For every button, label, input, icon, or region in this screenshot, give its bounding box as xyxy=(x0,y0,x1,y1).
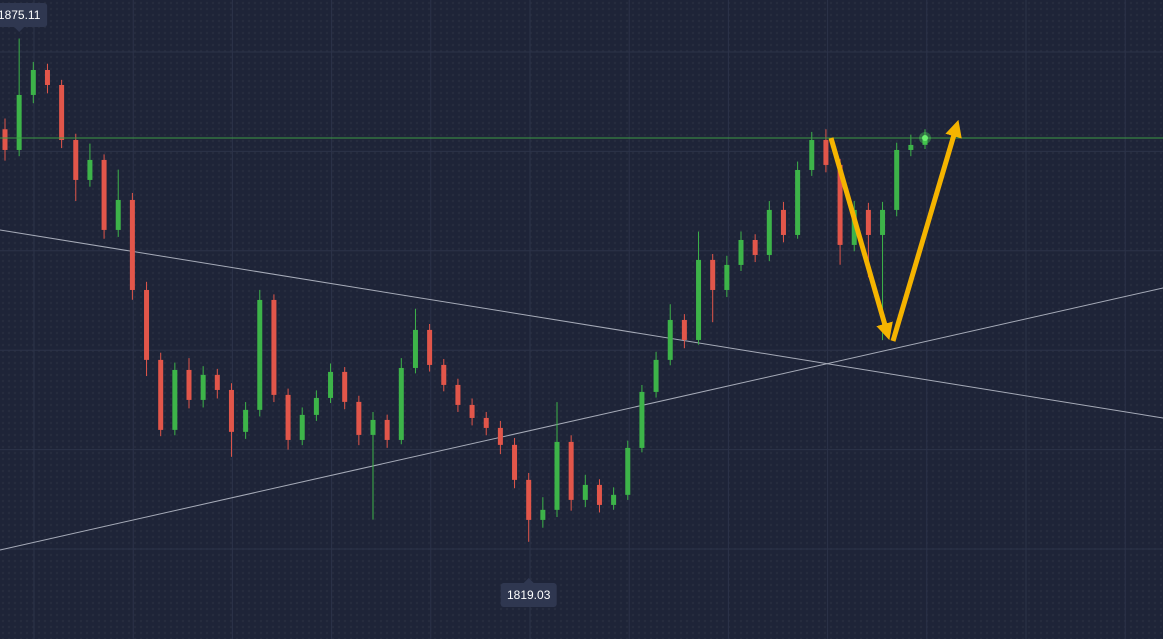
candle-body xyxy=(710,259,716,290)
candle-body xyxy=(101,159,107,230)
price-label: 1875.11 xyxy=(0,8,41,22)
candle-body xyxy=(724,264,730,290)
candle-body xyxy=(582,484,588,500)
candle-body xyxy=(2,129,8,150)
candle-body xyxy=(738,239,744,265)
candle-body xyxy=(639,391,645,448)
candle-body xyxy=(483,417,489,428)
candle-body xyxy=(625,447,631,495)
price-label-pointer xyxy=(14,27,25,32)
candle-body xyxy=(144,289,150,360)
candle-body xyxy=(16,94,22,150)
candle-body xyxy=(469,404,475,418)
candle-body xyxy=(667,319,673,360)
candle-body xyxy=(356,401,362,435)
candle-body xyxy=(427,329,433,365)
candle-body xyxy=(370,419,376,435)
candle-body xyxy=(200,374,206,400)
candle-body xyxy=(540,509,546,520)
candle-body xyxy=(696,259,702,340)
candle-body xyxy=(681,319,687,340)
candle-body xyxy=(30,70,36,95)
candle-body xyxy=(257,299,263,410)
candle-body xyxy=(59,84,65,141)
price-labels: 1875.11 1819.03 xyxy=(0,3,557,607)
candle-body xyxy=(880,209,886,235)
candle-body xyxy=(441,364,447,385)
candle-body xyxy=(795,169,801,235)
candle-body xyxy=(398,367,404,440)
candle-body xyxy=(412,329,418,368)
candle-body xyxy=(455,384,461,405)
candle-body xyxy=(243,409,249,432)
trend-line xyxy=(0,287,1163,551)
candle-body xyxy=(922,137,928,145)
price-label-box xyxy=(0,3,48,27)
candle-body xyxy=(526,479,532,520)
current-price-dot xyxy=(922,134,928,141)
candle-body xyxy=(328,371,334,398)
candle-body xyxy=(497,427,503,445)
candle-body xyxy=(384,419,390,440)
candle-body xyxy=(285,394,291,440)
trend-line xyxy=(0,229,1163,419)
candle-body xyxy=(809,140,815,170)
candle-body xyxy=(87,159,93,180)
candle-body xyxy=(44,70,50,85)
candle-body xyxy=(653,359,659,392)
candle-body xyxy=(299,414,305,440)
candle-body xyxy=(172,369,178,430)
price-label: 1819.03 xyxy=(507,588,551,602)
candle-body xyxy=(115,199,121,230)
candle-body xyxy=(596,484,602,505)
candle-body xyxy=(894,149,900,210)
candle-body xyxy=(342,371,348,402)
candle-body xyxy=(214,374,220,390)
up-arrow xyxy=(890,119,962,342)
candle-body xyxy=(186,369,192,400)
price-label-box xyxy=(500,583,557,607)
candles xyxy=(0,38,1163,542)
candle-body xyxy=(313,397,319,415)
candle-body xyxy=(271,299,277,395)
down-arrow xyxy=(828,137,893,341)
candle-body xyxy=(554,441,560,510)
price-label-pointer xyxy=(523,578,534,583)
candle-body xyxy=(568,441,574,500)
candle-body xyxy=(837,164,843,245)
candle-body xyxy=(129,199,135,290)
candle-body xyxy=(611,494,617,505)
candle-body xyxy=(823,140,829,165)
candle-body xyxy=(908,144,914,150)
candle-body xyxy=(158,359,164,430)
candle-body xyxy=(766,209,772,255)
candle-body xyxy=(865,209,871,235)
candle-body xyxy=(512,444,518,480)
candle-body xyxy=(752,239,758,255)
candle-body xyxy=(228,389,234,432)
candle-body xyxy=(73,140,79,180)
candle-body xyxy=(780,209,786,235)
